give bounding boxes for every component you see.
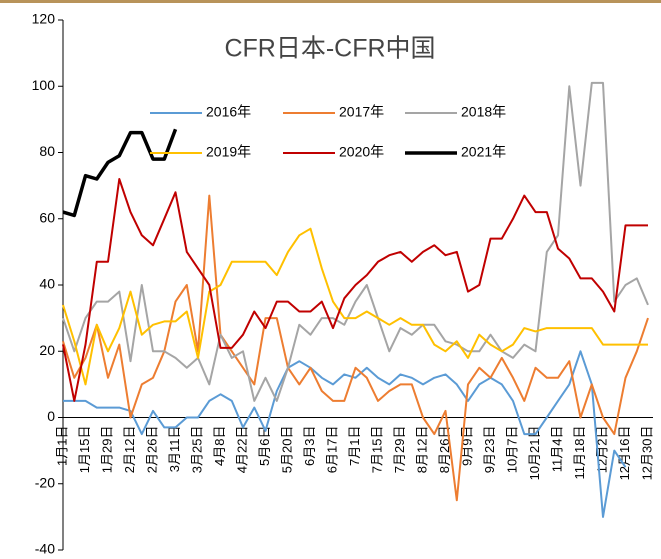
legend-label: 2021年 bbox=[461, 144, 506, 160]
x-tick-label: 1月15日 bbox=[77, 426, 92, 474]
x-tick-label: 9月23日 bbox=[482, 426, 497, 474]
legend-label: 2020年 bbox=[339, 144, 384, 160]
series-line bbox=[62, 227, 648, 386]
series-line bbox=[62, 81, 649, 402]
x-tick-label: 5月6日 bbox=[257, 426, 272, 466]
x-tick-label: 5月20日 bbox=[279, 426, 294, 474]
series-line bbox=[62, 178, 648, 402]
y-tick-label: -20 bbox=[35, 474, 55, 490]
x-tick-label: 6月3日 bbox=[302, 426, 317, 466]
y-tick-label: 80 bbox=[39, 143, 55, 159]
x-tick-label: 3月25日 bbox=[189, 426, 204, 474]
x-tick-label: 6月17日 bbox=[324, 426, 339, 474]
y-tick-label: 60 bbox=[39, 209, 55, 225]
x-tick-label: 1月29日 bbox=[99, 426, 114, 474]
top-border bbox=[0, 0, 661, 3]
x-tick-label: 4月22日 bbox=[234, 426, 249, 474]
x-tick-label: 11月4日 bbox=[549, 426, 564, 473]
series-line bbox=[62, 194, 649, 502]
y-tick-label: 100 bbox=[32, 77, 56, 93]
x-tick-label: 11月18日 bbox=[572, 426, 587, 480]
y-tick-label: -40 bbox=[35, 541, 55, 554]
x-tick-label: 8月12日 bbox=[414, 426, 429, 474]
x-tick-label: 10月7日 bbox=[504, 426, 519, 474]
chart-title: CFR日本-CFR中国 bbox=[224, 35, 435, 63]
series-line bbox=[63, 350, 627, 518]
x-tick-label: 7月1日 bbox=[347, 426, 362, 466]
legend-label: 2018年 bbox=[461, 104, 506, 120]
x-tick-label: 12月30日 bbox=[639, 426, 654, 481]
y-tick-label: 0 bbox=[47, 408, 55, 424]
x-tick-label: 7月29日 bbox=[392, 426, 407, 474]
x-tick-label: 7月15日 bbox=[369, 426, 384, 474]
legend-label: 2019年 bbox=[206, 144, 251, 160]
legend-label: 2016年 bbox=[206, 104, 251, 120]
legend-label: 2017年 bbox=[339, 104, 384, 120]
series-line bbox=[62, 128, 178, 218]
x-tick-label: 1月1日 bbox=[54, 426, 69, 466]
y-tick-label: 120 bbox=[32, 11, 56, 27]
x-tick-label: 4月8日 bbox=[212, 426, 227, 466]
x-tick-label: 10月21日 bbox=[527, 426, 542, 481]
y-tick-label: 20 bbox=[39, 342, 55, 358]
x-tick-label: 2月12日 bbox=[122, 426, 137, 474]
x-tick-label: 12月16日 bbox=[617, 426, 632, 481]
x-tick-label: 2月26日 bbox=[144, 426, 159, 474]
y-tick-label: 40 bbox=[39, 276, 55, 292]
x-tick-label: 3月11日 bbox=[167, 426, 182, 473]
